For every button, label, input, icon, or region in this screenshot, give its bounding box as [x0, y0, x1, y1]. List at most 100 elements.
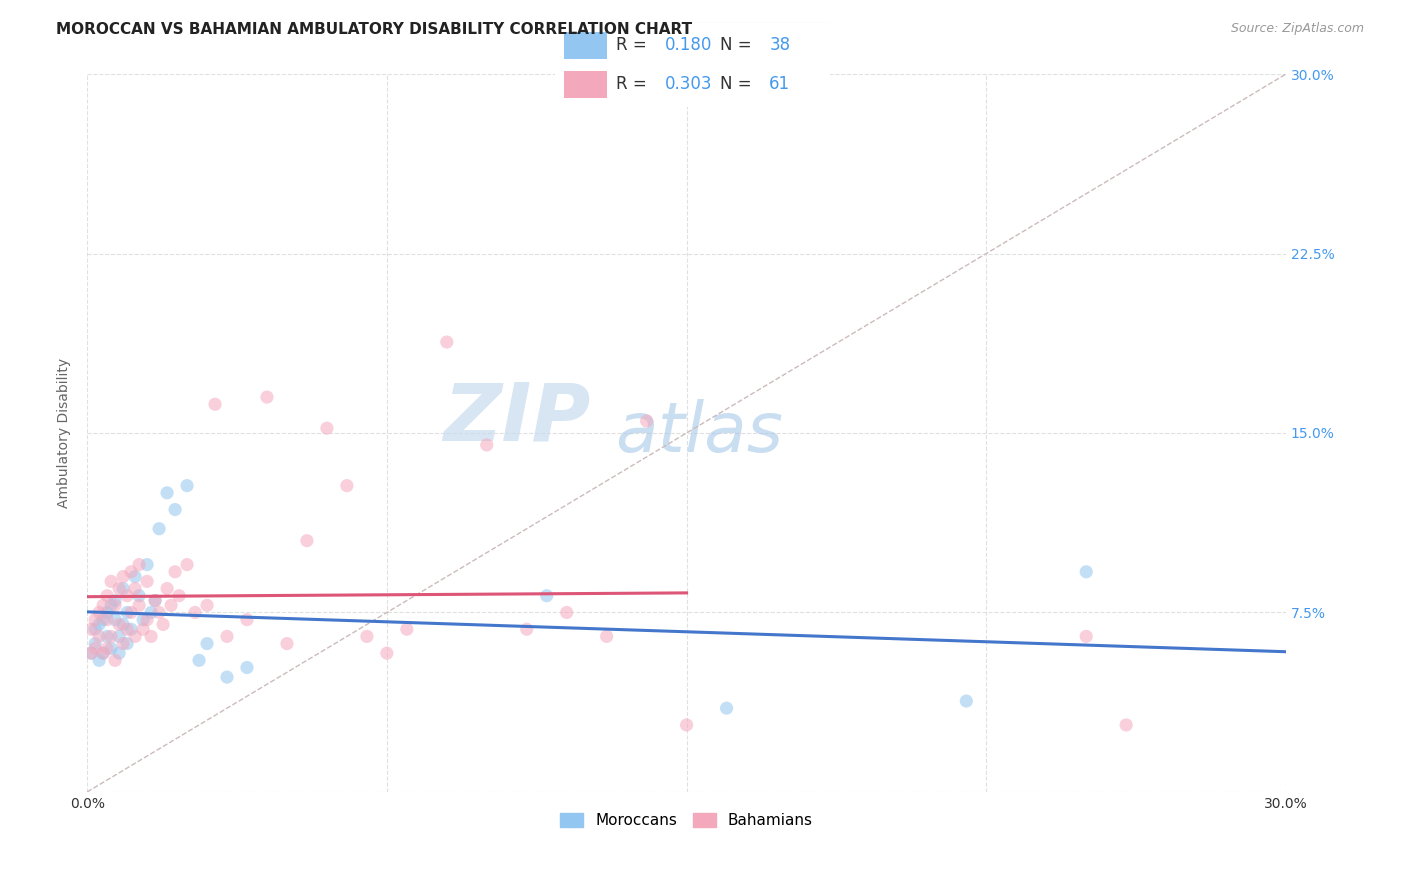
Text: atlas: atlas — [614, 400, 783, 467]
Text: 0.180: 0.180 — [665, 37, 713, 54]
Point — [152, 617, 174, 632]
Point — [84, 641, 107, 656]
Point — [595, 629, 617, 643]
Point — [156, 582, 179, 596]
FancyBboxPatch shape — [550, 21, 835, 109]
Point — [295, 533, 318, 548]
Point — [165, 565, 187, 579]
Point — [395, 622, 418, 636]
Point — [236, 660, 259, 674]
Point — [1076, 565, 1098, 579]
Point — [160, 599, 183, 613]
Point — [84, 637, 107, 651]
Point — [108, 629, 131, 643]
Point — [139, 606, 162, 620]
Point — [89, 653, 111, 667]
Point — [215, 670, 238, 684]
Point — [89, 629, 111, 643]
Point — [115, 589, 138, 603]
Point — [80, 646, 103, 660]
Point — [184, 606, 207, 620]
Point — [89, 606, 111, 620]
Text: MOROCCAN VS BAHAMIAN AMBULATORY DISABILITY CORRELATION CHART: MOROCCAN VS BAHAMIAN AMBULATORY DISABILI… — [56, 22, 692, 37]
Y-axis label: Ambulatory Disability: Ambulatory Disability — [58, 358, 72, 508]
Point — [128, 558, 150, 572]
Point — [132, 613, 155, 627]
Point — [100, 574, 122, 589]
Point — [356, 629, 378, 643]
Point — [236, 613, 259, 627]
Point — [555, 606, 578, 620]
Point — [195, 599, 218, 613]
Text: 61: 61 — [769, 75, 790, 93]
Point — [96, 629, 118, 643]
Point — [716, 701, 738, 715]
Point — [636, 414, 658, 428]
Point — [176, 478, 198, 492]
Point — [188, 653, 211, 667]
Point — [115, 637, 138, 651]
Point — [536, 589, 558, 603]
Point — [96, 641, 118, 656]
Point — [136, 558, 159, 572]
Point — [108, 646, 131, 660]
Text: 38: 38 — [769, 37, 790, 54]
Text: N =: N = — [720, 75, 756, 93]
Point — [108, 582, 131, 596]
Point — [1115, 718, 1137, 732]
Point — [112, 569, 135, 583]
Point — [104, 613, 127, 627]
Point — [124, 629, 146, 643]
Point — [100, 629, 122, 643]
Point — [316, 421, 339, 435]
Text: R =: R = — [616, 75, 652, 93]
Point — [675, 718, 697, 732]
Point — [112, 582, 135, 596]
Point — [100, 641, 122, 656]
Point — [215, 629, 238, 643]
Point — [100, 599, 122, 613]
Point — [91, 646, 114, 660]
Point — [96, 613, 118, 627]
Point — [91, 599, 114, 613]
Point — [128, 589, 150, 603]
Point — [104, 653, 127, 667]
Point — [436, 334, 458, 349]
Point — [96, 606, 118, 620]
Point — [120, 606, 142, 620]
Point — [136, 613, 159, 627]
Point — [256, 390, 278, 404]
Point — [143, 593, 166, 607]
Point — [165, 502, 187, 516]
Point — [115, 606, 138, 620]
Point — [120, 622, 142, 636]
Point — [955, 694, 977, 708]
Point — [91, 613, 114, 627]
Point — [124, 582, 146, 596]
Point — [128, 599, 150, 613]
Point — [276, 637, 298, 651]
Point — [516, 622, 538, 636]
Point — [475, 438, 498, 452]
Point — [204, 397, 226, 411]
Text: 0.303: 0.303 — [665, 75, 713, 93]
Point — [112, 637, 135, 651]
Point — [139, 629, 162, 643]
Point — [375, 646, 398, 660]
Point — [167, 589, 190, 603]
Point — [89, 617, 111, 632]
Point — [80, 646, 103, 660]
Point — [115, 622, 138, 636]
Point — [124, 569, 146, 583]
Point — [84, 613, 107, 627]
Text: N =: N = — [720, 37, 756, 54]
Point — [84, 622, 107, 636]
Point — [132, 622, 155, 636]
Point — [80, 622, 103, 636]
Point — [104, 599, 127, 613]
Point — [336, 478, 359, 492]
Point — [148, 606, 170, 620]
Point — [91, 646, 114, 660]
Text: R =: R = — [616, 37, 652, 54]
Text: ZIP: ZIP — [443, 380, 591, 458]
